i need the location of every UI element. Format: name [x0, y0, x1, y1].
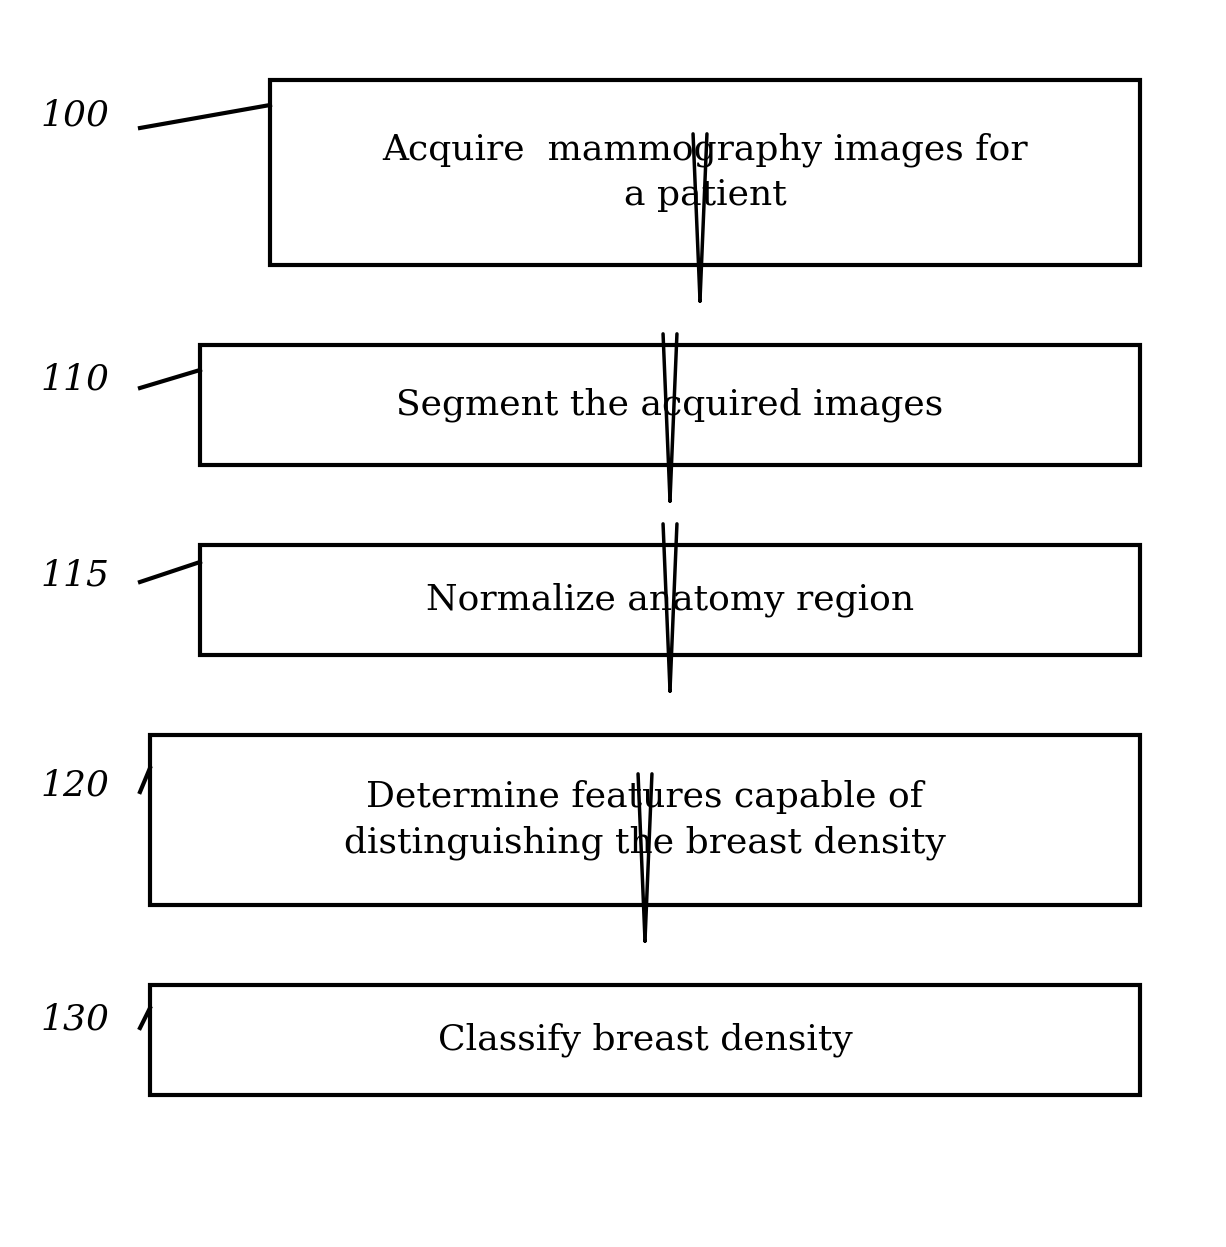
Text: Determine features capable of
distinguishing the breast density: Determine features capable of distinguis… [345, 781, 946, 859]
Text: 115: 115 [40, 557, 109, 592]
Text: Segment the acquired images: Segment the acquired images [396, 388, 944, 423]
Bar [270, 80, 1140, 266]
Bar [150, 985, 1140, 1095]
Text: 130: 130 [40, 1003, 109, 1038]
Text: Normalize anatomy region: Normalize anatomy region [425, 582, 915, 617]
Text: Acquire  mammography images for
a patient: Acquire mammography images for a patient [383, 133, 1027, 212]
Bar [200, 345, 1140, 465]
Text: 100: 100 [40, 99, 109, 132]
Bar [150, 734, 1140, 905]
Text: 120: 120 [40, 768, 109, 802]
Bar [200, 545, 1140, 655]
Text: Classify breast density: Classify breast density [438, 1023, 852, 1057]
Text: 110: 110 [40, 363, 109, 397]
